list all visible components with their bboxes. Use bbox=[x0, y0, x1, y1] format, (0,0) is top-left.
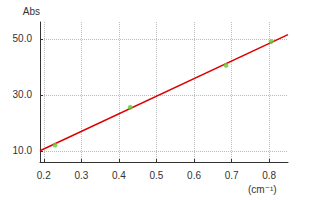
svg-text:30.0: 30.0 bbox=[13, 89, 33, 100]
svg-text:0.8: 0.8 bbox=[262, 170, 276, 181]
svg-text:0.6: 0.6 bbox=[187, 170, 201, 181]
svg-text:(cm⁻¹): (cm⁻¹) bbox=[248, 184, 277, 195]
svg-text:50.0: 50.0 bbox=[13, 33, 33, 44]
svg-text:0.5: 0.5 bbox=[150, 170, 164, 181]
svg-text:0.3: 0.3 bbox=[74, 170, 88, 181]
svg-text:10.0: 10.0 bbox=[13, 145, 33, 156]
svg-text:Abs: Abs bbox=[23, 6, 40, 17]
svg-text:0.2: 0.2 bbox=[37, 170, 51, 181]
svg-text:0.4: 0.4 bbox=[112, 170, 126, 181]
svg-text:0.7: 0.7 bbox=[225, 170, 239, 181]
